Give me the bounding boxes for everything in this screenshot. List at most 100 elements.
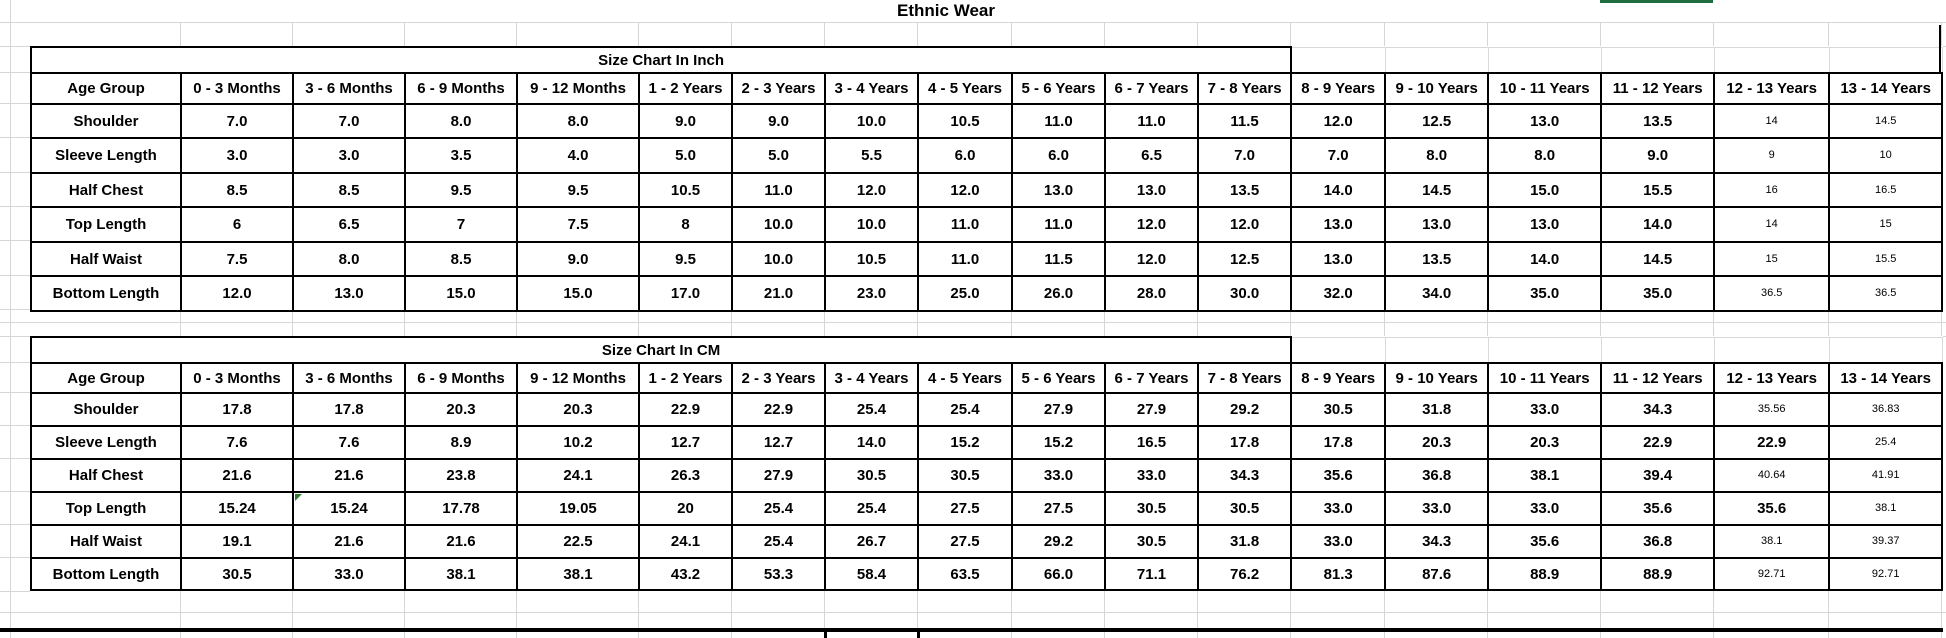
value-cell[interactable]: 39.4 (1600, 458, 1716, 493)
value-cell[interactable]: 20 (638, 491, 733, 526)
value-cell[interactable]: 14.0 (1487, 241, 1603, 277)
value-cell[interactable]: 25.4 (1828, 425, 1944, 460)
value-cell[interactable]: 13.5 (1196, 172, 1293, 208)
row-label-cell[interactable]: Bottom Length (30, 275, 182, 312)
value-cell[interactable]: 7.5 (180, 241, 294, 277)
table-title-cell[interactable]: Size Chart In Inch (29, 46, 1293, 74)
value-cell[interactable]: 13.0 (1290, 206, 1387, 243)
value-cell[interactable]: 30.5 (824, 458, 919, 493)
value-cell[interactable]: 25.4 (824, 491, 919, 526)
value-cell[interactable]: 17.8 (1196, 425, 1293, 460)
value-cell[interactable]: 92.71 (1713, 557, 1831, 591)
value-cell[interactable]: 11.5 (1196, 103, 1293, 139)
value-cell[interactable]: 9.5 (516, 172, 640, 208)
column-header-cell[interactable]: 7 - 8 Years (1196, 72, 1293, 105)
value-cell[interactable]: 36.8 (1600, 524, 1716, 559)
value-cell[interactable]: 4.0 (516, 137, 640, 174)
row-label-cell[interactable]: Half Waist (30, 524, 182, 559)
value-cell[interactable]: 23.8 (404, 458, 518, 493)
value-cell[interactable]: 8.0 (404, 103, 518, 139)
value-cell[interactable]: 24.1 (516, 458, 640, 493)
value-cell[interactable]: 27.5 (1011, 491, 1106, 526)
value-cell[interactable]: 8.0 (1384, 137, 1490, 174)
value-cell[interactable]: 14.5 (1828, 103, 1944, 139)
value-cell[interactable]: 13.5 (1384, 241, 1490, 277)
value-cell[interactable]: 33.0 (1290, 491, 1387, 526)
value-cell[interactable]: 22.9 (1600, 425, 1716, 460)
column-header-cell[interactable]: 4 - 5 Years (917, 72, 1013, 105)
value-cell[interactable]: 14.5 (1600, 241, 1716, 277)
value-cell[interactable]: 17.78 (404, 491, 518, 526)
value-cell[interactable]: 58.4 (824, 557, 919, 591)
value-cell[interactable]: 12.0 (1290, 103, 1387, 139)
value-cell[interactable]: 11.0 (917, 241, 1013, 277)
row-label-cell[interactable]: Half Waist (30, 241, 182, 277)
value-cell[interactable]: 6.5 (292, 206, 406, 243)
column-header-cell[interactable]: 5 - 6 Years (1011, 72, 1106, 105)
value-cell[interactable]: 36.8 (1384, 458, 1490, 493)
value-cell[interactable]: 7.0 (1290, 137, 1387, 174)
value-cell[interactable]: 13.5 (1600, 103, 1716, 139)
value-cell[interactable]: 17.0 (638, 275, 733, 312)
value-cell[interactable]: 11.5 (1011, 241, 1106, 277)
value-cell[interactable]: 29.2 (1011, 524, 1106, 559)
row-label-cell[interactable]: Half Chest (30, 172, 182, 208)
value-cell[interactable]: 15.0 (1487, 172, 1603, 208)
value-cell[interactable]: 16.5 (1828, 172, 1944, 208)
value-cell[interactable]: 81.3 (1290, 557, 1387, 591)
value-cell[interactable]: 3.5 (404, 137, 518, 174)
column-header-cell[interactable]: 6 - 9 Months (404, 72, 518, 105)
value-cell[interactable]: 8.5 (404, 241, 518, 277)
value-cell[interactable]: 38.1 (404, 557, 518, 591)
value-cell[interactable]: 3.0 (292, 137, 406, 174)
value-cell[interactable]: 34.3 (1196, 458, 1293, 493)
value-cell[interactable]: 92.71 (1828, 557, 1944, 591)
value-cell[interactable]: 35.56 (1713, 392, 1831, 427)
row-label-cell[interactable]: Top Length (30, 206, 182, 243)
value-cell[interactable]: 15.0 (404, 275, 518, 312)
value-cell[interactable]: 17.8 (1290, 425, 1387, 460)
empty-sheet-cell[interactable] (1384, 336, 1489, 363)
value-cell[interactable]: 11.0 (731, 172, 826, 208)
value-cell[interactable]: 25.0 (917, 275, 1013, 312)
column-header-cell[interactable]: 3 - 6 Months (292, 72, 406, 105)
value-cell[interactable]: 14 (1713, 103, 1831, 139)
value-cell[interactable]: 33.0 (1104, 458, 1199, 493)
value-cell[interactable]: 14 (1713, 206, 1831, 243)
column-header-cell[interactable]: 12 - 13 Years (1713, 72, 1831, 105)
value-cell[interactable]: 12.0 (180, 275, 294, 312)
empty-sheet-cell[interactable] (1290, 46, 1386, 73)
value-cell[interactable]: 12.0 (917, 172, 1013, 208)
column-header-cell[interactable]: 1 - 2 Years (638, 362, 733, 394)
column-header-cell[interactable]: 0 - 3 Months (180, 362, 294, 394)
value-cell[interactable]: 10.0 (731, 206, 826, 243)
value-cell[interactable]: 6.5 (1104, 137, 1199, 174)
value-cell[interactable]: 17.8 (292, 392, 406, 427)
value-cell[interactable]: 10 (1828, 137, 1944, 174)
column-header-cell[interactable]: 8 - 9 Years (1290, 72, 1387, 105)
value-cell[interactable]: 9 (1713, 137, 1831, 174)
value-cell[interactable]: 34.3 (1384, 524, 1490, 559)
column-header-cell[interactable]: 9 - 12 Months (516, 362, 640, 394)
value-cell[interactable]: 34.3 (1600, 392, 1716, 427)
value-cell[interactable]: 66.0 (1011, 557, 1106, 591)
column-header-cell[interactable]: 9 - 10 Years (1384, 362, 1490, 394)
value-cell[interactable]: 35.6 (1713, 491, 1831, 526)
value-cell[interactable]: 41.91 (1828, 458, 1944, 493)
value-cell[interactable]: 28.0 (1104, 275, 1199, 312)
value-cell[interactable]: 9.5 (404, 172, 518, 208)
value-cell[interactable]: 12.5 (1384, 103, 1490, 139)
column-header-cell[interactable]: 13 - 14 Years (1828, 362, 1944, 394)
value-cell[interactable]: 26.0 (1011, 275, 1106, 312)
column-header-cell[interactable]: 9 - 12 Months (516, 72, 640, 105)
value-cell[interactable]: 19.05 (516, 491, 640, 526)
value-cell[interactable]: 12.7 (731, 425, 826, 460)
value-cell[interactable]: 33.0 (1487, 392, 1603, 427)
value-cell[interactable]: 8.9 (404, 425, 518, 460)
value-cell[interactable]: 10.5 (824, 241, 919, 277)
value-cell[interactable]: 8 (638, 206, 733, 243)
value-cell[interactable]: 13.0 (1487, 103, 1603, 139)
value-cell[interactable]: 76.2 (1196, 557, 1293, 591)
value-cell[interactable]: 33.0 (292, 557, 406, 591)
empty-sheet-cell[interactable] (1828, 336, 1943, 363)
